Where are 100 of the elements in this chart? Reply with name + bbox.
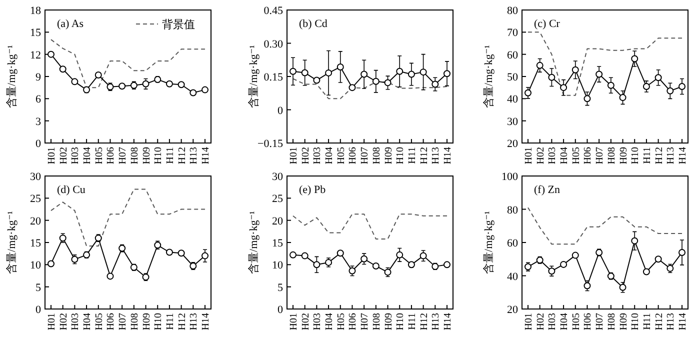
point [190, 89, 197, 96]
x-tick-label: H13 [666, 313, 677, 330]
x-tick-label: H07 [360, 313, 371, 330]
y-tick-label: 0 [36, 304, 42, 316]
point [654, 256, 662, 263]
y-tick-label: 0 [278, 104, 284, 117]
y-tick-label: 20 [507, 304, 518, 316]
point [71, 78, 78, 86]
y-axis-title: 含量/mg·kg⁻¹ [482, 211, 495, 274]
x-tick-label: H01 [524, 147, 534, 164]
point [178, 250, 185, 257]
point [301, 69, 308, 76]
point [336, 250, 344, 257]
x-tick-label: H07 [594, 313, 606, 330]
x-tick-label: H08 [371, 147, 382, 164]
y-tick-label: 60 [507, 49, 518, 62]
x-tick-label: H07 [118, 147, 129, 164]
y-tick-label: 5 [278, 282, 284, 294]
point [325, 69, 332, 76]
y-tick-label: 100 [502, 171, 518, 183]
x-tick-label: H08 [606, 313, 618, 330]
line-series [292, 214, 448, 240]
x-tick-label: H14 [200, 313, 212, 330]
y-tick-label: 50 [507, 72, 518, 84]
point [178, 81, 185, 88]
point [631, 55, 638, 62]
y-tick-label: 0 [278, 304, 284, 316]
y-axis-title: 含量/mg·kg⁻¹ [247, 211, 260, 274]
x-tick-label: H04 [82, 147, 94, 164]
point [360, 70, 368, 78]
x-tick-label: H01 [288, 147, 300, 164]
x-tick-label: H03 [70, 313, 82, 330]
point [166, 248, 173, 256]
x-tick-label: H01 [288, 313, 300, 330]
point [336, 63, 344, 70]
y-tick-label: 9 [36, 72, 42, 84]
y-tick-label: 15 [30, 27, 42, 40]
point [166, 80, 173, 88]
point [48, 50, 54, 58]
x-tick-label: H10 [153, 313, 164, 330]
y-axis-title: 含量/mg·kg⁻¹ [5, 45, 18, 108]
x-tick-label: H12 [654, 147, 665, 164]
point [642, 82, 650, 90]
x-tick-label: H13 [188, 313, 200, 330]
point [396, 251, 404, 258]
text: (a) As [57, 18, 84, 30]
x-tick-label: H12 [418, 313, 430, 330]
x-tick-label: H14 [200, 147, 212, 164]
point [631, 237, 638, 244]
text: (e) Pb [299, 184, 326, 196]
y-tick-label: 60 [507, 238, 518, 250]
y-tick-label: 0.30 [264, 38, 284, 50]
point [654, 74, 662, 82]
y-tick-label: 25 [30, 193, 42, 206]
point [301, 252, 308, 260]
x-tick-label: H08 [129, 147, 140, 164]
x-tick-label: H11 [642, 147, 653, 164]
legend-label: 背景值 [162, 18, 195, 31]
x-tick-label: H11 [406, 313, 418, 330]
x-tick-label: H02 [58, 147, 70, 164]
y-tick-label: 10 [272, 260, 284, 272]
point [678, 82, 686, 90]
point [94, 72, 102, 79]
y-tick-label: 5 [36, 282, 42, 294]
x-tick-label: H08 [606, 147, 618, 164]
x-tick-label: H01 [46, 147, 58, 164]
x-tick-label: H03 [70, 147, 82, 164]
y-tick-label: 40 [507, 270, 518, 283]
point [408, 70, 415, 78]
x-tick-label: H04 [324, 147, 336, 164]
y-tick-label: 20 [507, 138, 518, 150]
y-axis-title: 含量/mg·kg⁻¹ [5, 211, 18, 274]
y-tick-label: 6 [36, 94, 42, 106]
x-tick-label: H09 [141, 147, 152, 164]
point [584, 95, 591, 102]
point [524, 89, 532, 96]
point [372, 262, 380, 270]
x-tick-label: H02 [535, 313, 546, 330]
x-tick-label: H13 [430, 147, 442, 164]
point [202, 86, 208, 94]
point [596, 70, 603, 78]
point [420, 252, 427, 260]
x-tick-label: H13 [430, 313, 442, 330]
point [619, 94, 626, 102]
x-tick-label: H06 [106, 147, 117, 164]
point [313, 261, 320, 268]
point [560, 260, 568, 268]
x-tick-label: H12 [176, 313, 188, 330]
y-axis-title: 含量/mg·kg⁻¹ [247, 45, 260, 108]
x-tick-label: H03 [547, 313, 558, 330]
y-tick-label: 80 [507, 204, 518, 216]
y-tick-label: 70 [507, 27, 518, 40]
x-tick-label: H04 [324, 313, 336, 330]
point [384, 79, 392, 86]
point [106, 272, 114, 280]
x-tick-label: H05 [336, 147, 347, 164]
x-tick-label: H07 [118, 313, 129, 330]
line-series [292, 78, 448, 100]
x-tick-label: H11 [406, 147, 418, 164]
x-tick-label: H09 [383, 313, 394, 330]
